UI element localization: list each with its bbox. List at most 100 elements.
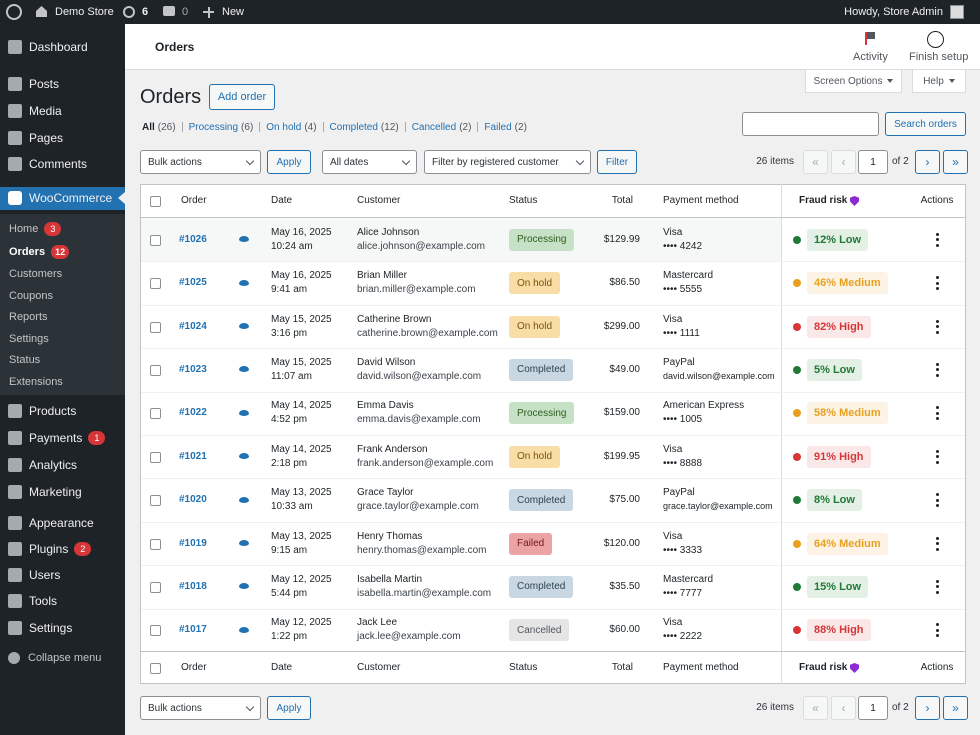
actions-menu[interactable] <box>934 536 940 551</box>
preview-icon[interactable] <box>239 453 249 460</box>
checkbox[interactable] <box>150 234 161 246</box>
menu-item[interactable]: Pages <box>29 130 63 146</box>
menu-item[interactable]: Tools <box>29 593 57 609</box>
order-number[interactable]: #1019 <box>179 537 207 549</box>
checkbox[interactable] <box>150 581 161 593</box>
menu-item[interactable]: WooCommerce <box>29 190 112 206</box>
preview-icon[interactable] <box>239 409 249 416</box>
submenu-item[interactable]: Extensions <box>9 374 63 390</box>
actions-menu[interactable] <box>934 362 940 377</box>
actions-menu[interactable] <box>934 276 940 291</box>
comments-count[interactable]: 0 <box>182 6 189 18</box>
view-link[interactable]: Failed <box>484 121 512 133</box>
preview-icon[interactable] <box>239 366 249 373</box>
preview-icon[interactable] <box>239 496 249 503</box>
submenu-item[interactable]: Reports <box>9 309 48 325</box>
prev-page[interactable]: ‹ <box>831 696 856 720</box>
apply[interactable]: Apply <box>267 150 311 174</box>
checkbox[interactable] <box>150 278 161 290</box>
submenu-item[interactable]: Orders 12 <box>9 244 70 260</box>
help[interactable]: Help <box>912 70 966 93</box>
search-input[interactable] <box>742 112 879 136</box>
view-link[interactable]: On hold <box>266 121 302 133</box>
preview-icon[interactable] <box>239 540 249 546</box>
menu-item[interactable]: Comments <box>29 156 87 172</box>
submenu-item[interactable]: Coupons <box>9 288 53 304</box>
checkbox[interactable] <box>150 364 161 376</box>
customer-filter[interactable]: Filter by registered customer <box>424 150 591 174</box>
first-page[interactable]: « <box>803 696 828 720</box>
actions-menu[interactable] <box>934 493 940 508</box>
menu-item[interactable]: Posts <box>29 76 59 92</box>
site-name[interactable]: Demo Store <box>55 6 114 18</box>
actions-menu[interactable] <box>934 232 940 247</box>
activity[interactable]: Activity <box>853 51 888 63</box>
updates-count[interactable]: 6 <box>142 6 149 18</box>
order-number[interactable]: #1020 <box>179 494 207 506</box>
order-number[interactable]: #1021 <box>179 450 207 462</box>
last-page[interactable]: » <box>943 696 968 720</box>
menu-item[interactable]: Analytics <box>29 457 77 473</box>
checkbox[interactable] <box>150 625 161 637</box>
menu-item[interactable]: Users <box>29 567 60 583</box>
page-input[interactable]: 1 <box>858 150 888 174</box>
submenu-item[interactable]: Settings <box>9 331 49 347</box>
checkbox[interactable] <box>150 408 161 420</box>
menu-item[interactable]: Dashboard <box>29 39 88 55</box>
view-link[interactable]: Processing <box>188 121 239 133</box>
actions-menu[interactable] <box>934 579 940 594</box>
checkbox[interactable] <box>150 663 161 674</box>
order-number[interactable]: #1023 <box>179 363 207 375</box>
menu-item[interactable]: Marketing <box>29 484 82 500</box>
preview-icon[interactable] <box>239 279 249 286</box>
actions-menu[interactable] <box>934 319 940 334</box>
add-order[interactable]: Add order <box>209 84 275 110</box>
order-number[interactable]: #1025 <box>179 277 207 289</box>
view-link[interactable]: All <box>142 121 155 133</box>
bulk-actions[interactable]: Bulk actions <box>140 150 261 174</box>
actions-menu[interactable] <box>934 449 940 464</box>
menu-item[interactable]: Media <box>29 103 62 119</box>
menu-item[interactable]: Plugins 2 <box>29 541 92 557</box>
next-page[interactable]: › <box>915 696 940 720</box>
greeting[interactable]: Howdy, Store Admin <box>844 6 943 18</box>
order-number[interactable]: #1017 <box>179 624 207 636</box>
actions-menu[interactable] <box>934 406 940 421</box>
apply-bottom[interactable]: Apply <box>267 696 311 720</box>
preview-icon[interactable] <box>239 583 249 590</box>
collapse-menu[interactable]: Collapse menu <box>28 652 102 664</box>
checkbox[interactable] <box>150 451 161 463</box>
finish-setup[interactable]: Finish setup <box>909 51 969 63</box>
menu-item[interactable]: Payments 1 <box>29 430 106 446</box>
order-number[interactable]: #1022 <box>179 407 207 419</box>
preview-icon[interactable] <box>239 236 249 243</box>
new-link[interactable]: New <box>222 6 245 18</box>
bulk-actions-bottom[interactable]: Bulk actions <box>140 696 261 720</box>
prev-page[interactable]: ‹ <box>831 150 856 174</box>
order-number[interactable]: #1026 <box>179 233 207 245</box>
view-link[interactable]: Completed <box>329 121 378 133</box>
submenu-item[interactable]: Status <box>9 352 40 368</box>
wp-logo[interactable] <box>6 4 22 20</box>
search-button[interactable]: Search orders <box>885 112 966 136</box>
screen-options[interactable]: Screen Options <box>805 70 902 93</box>
next-page[interactable]: › <box>915 150 940 174</box>
order-number[interactable]: #1018 <box>179 580 207 592</box>
preview-icon[interactable] <box>239 323 249 329</box>
date-filter[interactable]: All dates <box>322 150 417 174</box>
avatar[interactable] <box>950 5 964 19</box>
menu-item[interactable]: Settings <box>29 620 72 636</box>
checkbox[interactable] <box>150 196 161 207</box>
menu-item[interactable]: Products <box>29 403 76 419</box>
actions-menu[interactable] <box>934 623 940 638</box>
first-page[interactable]: « <box>803 150 828 174</box>
menu-item[interactable]: Appearance <box>29 515 94 531</box>
preview-icon[interactable] <box>239 626 249 633</box>
submenu-item[interactable]: Customers <box>9 266 62 282</box>
page-input[interactable]: 1 <box>858 696 888 720</box>
last-page[interactable]: » <box>943 150 968 174</box>
checkbox[interactable] <box>150 321 161 333</box>
filter[interactable]: Filter <box>597 150 637 174</box>
order-number[interactable]: #1024 <box>179 320 207 332</box>
checkbox[interactable] <box>150 538 161 550</box>
